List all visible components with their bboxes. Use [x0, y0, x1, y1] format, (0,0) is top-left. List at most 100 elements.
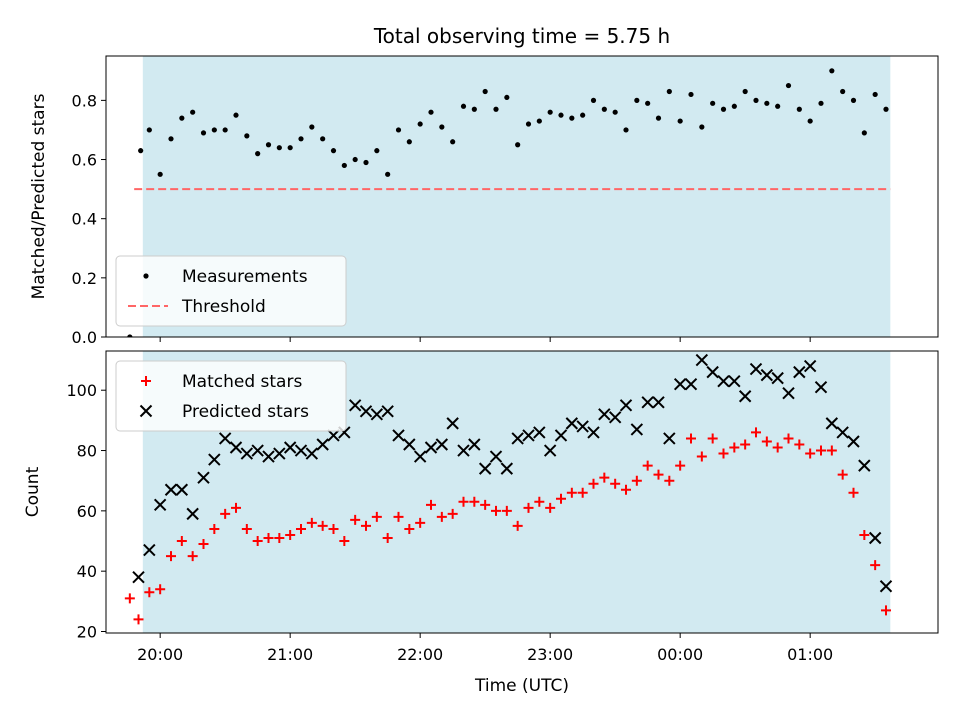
matched-stars-point: [772, 442, 783, 453]
measurements-point: [211, 127, 217, 133]
predicted-stars-point: [273, 447, 286, 460]
matched-stars-point: [176, 536, 187, 547]
measurements-point: [428, 109, 434, 115]
matched-stars-point: [436, 511, 447, 522]
measurements-point: [460, 103, 467, 109]
matched-stars-point: [426, 499, 436, 510]
measurements-point: [699, 124, 705, 130]
predicted-stars-point: [782, 387, 795, 400]
measurements-point: [623, 127, 629, 133]
measurements-point: [157, 171, 163, 177]
measurements-point: [190, 109, 196, 115]
top-y-tick-label: 0.2: [72, 269, 97, 288]
predicted-stars-point: [749, 362, 763, 376]
matched-stars-point: [816, 445, 826, 456]
predicted-stars-point: [858, 459, 871, 472]
predicted-stars-point: [695, 353, 709, 367]
matched-stars-point: [220, 508, 231, 519]
matched-stars-point: [393, 511, 404, 522]
measurements-point: [255, 151, 261, 157]
matched-stars-point: [274, 532, 285, 543]
matched-stars-point: [480, 499, 491, 510]
measurements-point: [222, 127, 228, 133]
legend-box: [115, 255, 347, 327]
predicted-stars-point: [489, 450, 503, 463]
bottom-y-tick-label: 100: [66, 381, 97, 400]
measurements-point: [352, 156, 358, 163]
predicted-stars-point: [413, 450, 427, 463]
matched-stars-point: [241, 523, 252, 534]
measurements-point: [850, 97, 857, 103]
matched-stars-point: [718, 448, 729, 459]
predicted-stars-point: [879, 580, 893, 593]
matched-stars-point: [155, 584, 166, 595]
predicted-stars-point: [868, 531, 882, 545]
predicted-stars-point: [468, 438, 481, 451]
matched-stars-point: [621, 484, 631, 495]
matched-stars-point: [124, 593, 135, 604]
measurements-point: [374, 148, 380, 154]
predicted-stars-point: [543, 444, 557, 457]
measurements-point: [330, 148, 337, 154]
predicted-stars-point: [457, 444, 470, 457]
bottom-panel: 20 40 60 80 100 20:00 21:00 22:00 23:00 00:00 01:0…: [23, 350, 939, 696]
measurements-point: [547, 109, 553, 115]
matched-stars-point: [415, 517, 426, 528]
predicted-stars-point: [511, 432, 524, 445]
measurements-point: [612, 109, 618, 115]
measurements-point: [818, 100, 824, 106]
legend-marker-plus: [141, 376, 151, 386]
matched-stars-point: [198, 539, 209, 550]
measurements-point: [233, 112, 239, 118]
measurements-point: [276, 145, 282, 151]
matched-stars-point: [686, 433, 696, 444]
matched-stars-point: [556, 493, 566, 504]
predicted-stars-point: [533, 426, 546, 439]
legend-label: Measurements: [182, 267, 308, 287]
legend-box: [115, 360, 347, 432]
legend-label: Predicted stars: [182, 402, 309, 422]
predicted-stars-point: [218, 432, 232, 445]
matched-stars-point: [566, 487, 577, 498]
predicted-stars-point: [262, 450, 275, 463]
measurements-point: [504, 94, 510, 101]
matched-stars-point: [328, 523, 339, 534]
predicted-stars-point: [294, 444, 308, 457]
predicted-stars-point: [327, 429, 340, 442]
predicted-stars-point: [663, 432, 676, 445]
matched-stars-point: [350, 514, 361, 525]
predicted-stars-point: [175, 483, 189, 496]
predicted-stars-point: [132, 570, 145, 584]
matched-stars-point: [133, 614, 144, 625]
measurements-point: [309, 124, 315, 130]
matched-stars-point: [707, 433, 718, 444]
matched-stars-point: [729, 442, 740, 453]
matched-stars-point: [404, 523, 415, 534]
matched-stars-point: [631, 475, 642, 486]
predicted-stars-point: [229, 441, 243, 454]
measurements-point: [710, 100, 716, 106]
matched-stars-point: [263, 532, 274, 543]
bottom-legend: Matched stars Predicted stars: [115, 360, 347, 432]
measurements-point: [406, 139, 412, 145]
matched-stars-point: [761, 436, 772, 447]
predicted-stars-point: [392, 429, 405, 442]
predicted-stars-point: [836, 426, 849, 439]
matched-stars-point: [469, 496, 480, 507]
top-legend: Measurements Threshold: [115, 255, 347, 327]
matched-stars-point: [653, 469, 664, 480]
measurements-point: [287, 145, 293, 151]
x-tick-label: 20:00: [137, 645, 183, 664]
measurements-point: [363, 159, 369, 166]
predicted-stars-point: [186, 507, 199, 521]
chart-title: Total observing time = 5.75 h: [373, 24, 670, 48]
predicted-stars-point: [554, 429, 568, 442]
top-y-tick-label: 0.4: [72, 210, 97, 229]
predicted-stars-point: [240, 447, 254, 460]
matched-stars-point: [642, 460, 653, 471]
matched-stars-point: [458, 496, 469, 507]
measurements-point: [395, 127, 402, 133]
bottom-y-tick-label: 20: [77, 622, 97, 641]
measurements-point: [634, 97, 640, 103]
measurements-point: [753, 97, 759, 103]
